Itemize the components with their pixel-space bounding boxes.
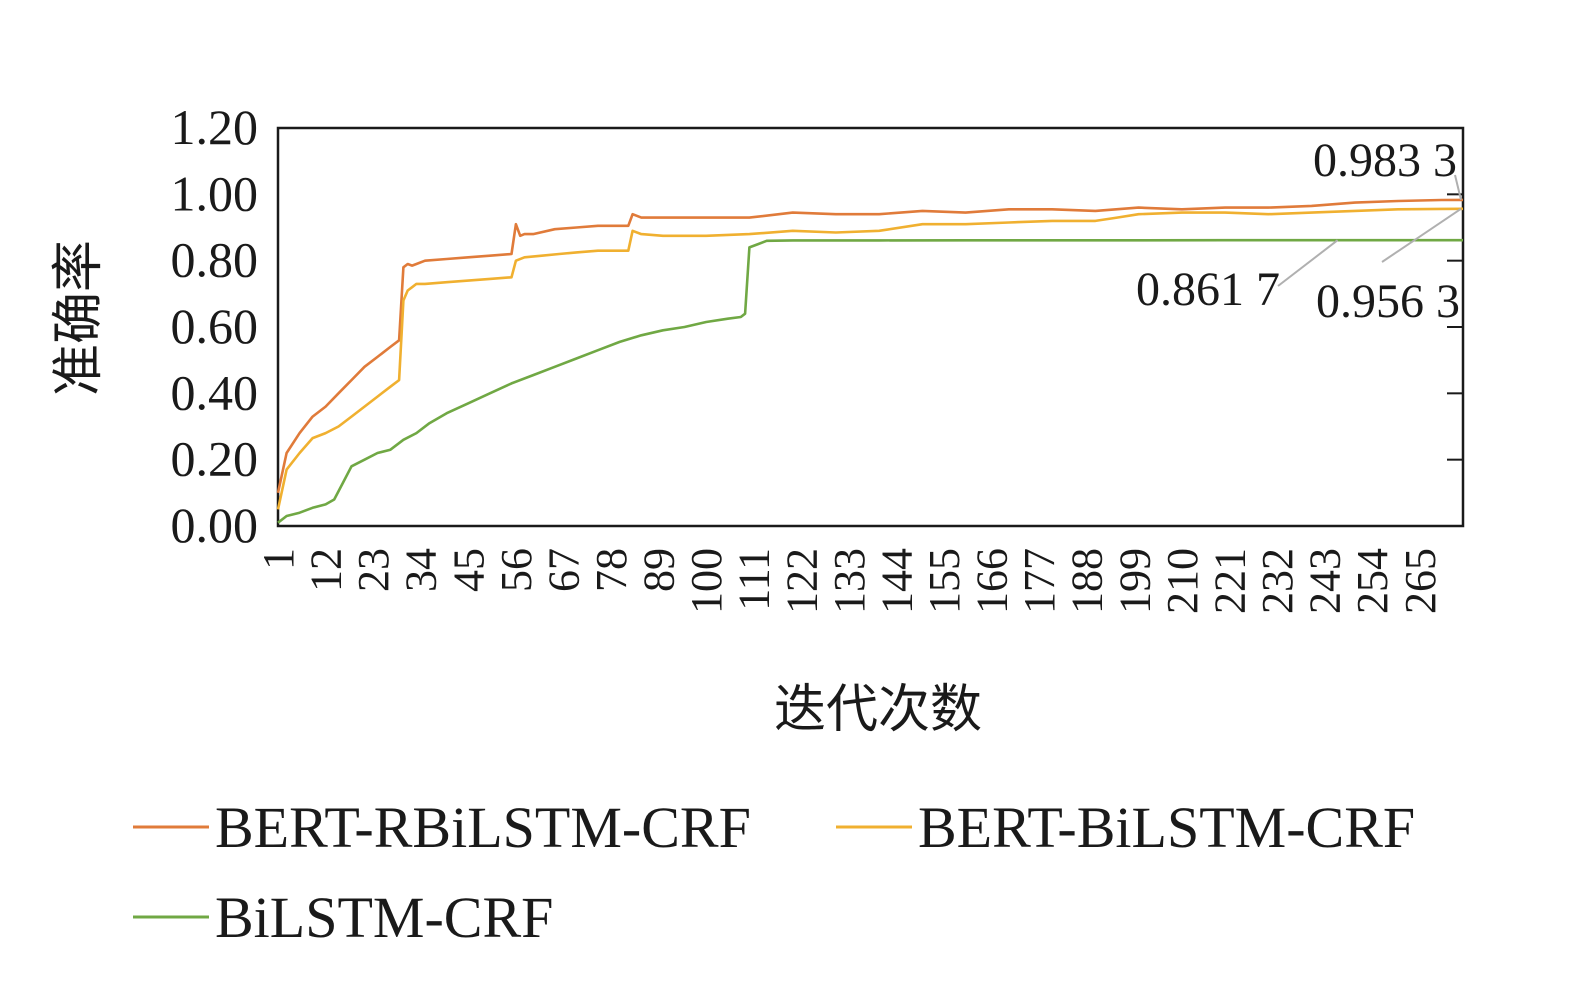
legend-item: BERT-BiLSTM-CRF (836, 795, 1415, 860)
y-tick-label: 0.00 (171, 497, 259, 553)
x-tick-label: 100 (682, 548, 731, 614)
x-tick-label: 166 (968, 548, 1017, 614)
series-line-bert-bilstm-crf (276, 207, 1464, 510)
x-tick-label: 56 (492, 548, 541, 592)
y-axis-title: 准确率 (51, 240, 108, 396)
x-tick-label: 34 (397, 548, 446, 592)
x-tick-label: 1 (254, 548, 303, 570)
x-tick-label: 221 (1205, 548, 1254, 614)
y-tick-label: 0.20 (171, 431, 259, 487)
x-axis-title: 迭代次数 (774, 682, 982, 739)
x-axis-ticks: 1122334455667788910011112213314415516617… (254, 548, 1445, 614)
x-tick-label: 210 (1158, 548, 1207, 614)
x-tick-label: 111 (730, 548, 779, 611)
y-tick-label: 0.80 (171, 232, 259, 288)
annotation-leader-line (1381, 207, 1462, 263)
annotation-leader-line (1454, 174, 1462, 201)
x-tick-label: 254 (1348, 548, 1397, 614)
legend-item: BiLSTM-CRF (133, 885, 553, 950)
x-tick-label: 78 (587, 548, 636, 592)
x-tick-label: 122 (777, 548, 826, 614)
series-line-bert-rbilstm-crf (276, 198, 1464, 494)
x-tick-label: 199 (1110, 548, 1159, 614)
x-tick-label: 23 (349, 548, 398, 592)
x-tick-label: 89 (635, 548, 684, 592)
y-tick-label: 1.00 (171, 165, 259, 221)
x-tick-label: 12 (302, 548, 351, 592)
annotation-label: 0.861 7 (1136, 263, 1280, 316)
x-tick-label: 243 (1301, 548, 1350, 614)
x-tick-label: 67 (539, 548, 588, 592)
y-tick-label: 1.20 (171, 99, 259, 155)
x-tick-label: 188 (1063, 548, 1112, 614)
annotation-label: 0.983 3 (1313, 134, 1457, 187)
annotation-label: 0.956 3 (1316, 275, 1460, 328)
annotation-leader-line (1277, 239, 1339, 287)
x-tick-label: 232 (1253, 548, 1302, 614)
y-tick-label: 0.60 (171, 298, 259, 354)
x-tick-label: 144 (872, 548, 921, 614)
legend-label: BERT-BiLSTM-CRF (918, 795, 1415, 860)
legend: BERT-RBiLSTM-CRF BERT-BiLSTM-CRF BiLSTM-CR… (133, 795, 1415, 950)
x-tick-label: 177 (1015, 548, 1064, 614)
legend-label: BERT-RBiLSTM-CRF (215, 795, 751, 860)
x-tick-label: 45 (444, 548, 493, 592)
y-axis-ticks: 0.00 0.20 0.40 0.60 0.80 1.00 1.20 (171, 99, 1463, 553)
x-tick-label: 265 (1396, 548, 1445, 614)
series-line-bilstm-crf (277, 238, 1463, 524)
plot-area: 0.00 0.20 0.40 0.60 0.80 1.00 1.20 11223344556… (171, 99, 1465, 614)
x-tick-label: 133 (825, 548, 874, 614)
y-tick-label: 0.40 (171, 364, 259, 420)
series-lines (276, 198, 1464, 524)
annotations: 0.983 3 0.861 7 0.956 3 (1136, 134, 1462, 328)
legend-item: BERT-RBiLSTM-CRF (133, 795, 751, 860)
legend-label: BiLSTM-CRF (215, 885, 553, 950)
x-tick-label: 155 (920, 548, 969, 614)
plot-frame (276, 126, 1465, 528)
